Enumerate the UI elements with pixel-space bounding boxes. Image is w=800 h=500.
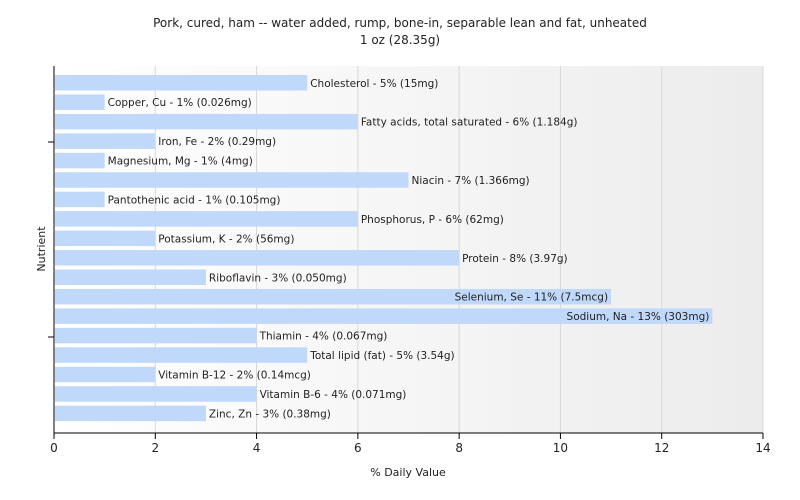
bar	[55, 94, 105, 110]
bar	[55, 288, 612, 305]
chart-title: Pork, cured, ham -- water added, rump, b…	[153, 16, 647, 30]
bar-label: Sodium, Na - 13% (303mg)	[567, 311, 710, 323]
bar-label: Potassium, K - 2% (56mg)	[158, 233, 294, 245]
bar-label: Vitamin B-6 - 4% (0.071mg)	[260, 389, 407, 401]
x-tick-label: 0	[50, 441, 58, 455]
bar-label: Total lipid (fat) - 5% (3.54g)	[309, 350, 454, 362]
x-tick-label: 14	[755, 441, 770, 455]
bar	[55, 366, 156, 383]
bar	[55, 75, 308, 91]
bar-label: Cholesterol - 5% (15mg)	[310, 78, 438, 90]
bar	[55, 113, 358, 130]
x-axis-label: % Daily Value	[370, 466, 446, 479]
bar-label: Fatty acids, total saturated - 6% (1.184…	[361, 117, 578, 129]
bar-labels: Cholesterol - 5% (15mg) Copper, Cu - 1% (…	[108, 78, 710, 421]
x-ticks: 0 2 4 6 8 10 12 14	[50, 433, 771, 455]
bar-label: Iron, Fe - 2% (0.29mg)	[158, 136, 276, 148]
bar-label: Magnesium, Mg - 1% (4mg)	[108, 156, 253, 168]
chart-subtitle: 1 oz (28.35g)	[360, 33, 440, 47]
bar	[55, 172, 409, 188]
x-tick-label: 8	[455, 441, 463, 455]
bar	[55, 211, 358, 227]
x-tick-label: 4	[253, 441, 261, 455]
x-tick-label: 2	[151, 441, 159, 455]
x-tick-label: 12	[654, 441, 669, 455]
bar-label: Pantothenic acid - 1% (0.105mg)	[108, 194, 281, 206]
bars	[55, 75, 713, 422]
bar	[55, 347, 308, 363]
bar	[55, 269, 206, 285]
bar	[55, 386, 257, 402]
bar-label: Riboflavin - 3% (0.050mg)	[209, 272, 347, 284]
bar	[55, 405, 206, 422]
bar-label: Copper, Cu - 1% (0.026mg)	[108, 97, 252, 109]
bar	[55, 308, 713, 324]
x-tick-label: 6	[354, 441, 362, 455]
bar-label: Protein - 8% (3.97g)	[462, 253, 568, 265]
bar-label: Thiamin - 4% (0.067mg)	[259, 331, 388, 343]
bar	[55, 230, 156, 247]
bar-label: Vitamin B-12 - 2% (0.14mcg)	[158, 370, 311, 382]
x-tick-label: 10	[553, 441, 568, 455]
axes	[48, 66, 763, 434]
bar-label: Zinc, Zn - 3% (0.38mg)	[209, 408, 331, 420]
bar-label: Niacin - 7% (1.366mg)	[412, 175, 530, 187]
bar	[55, 250, 460, 266]
bar-label: Selenium, Se - 11% (7.5mcg)	[455, 292, 608, 304]
bar-label: Phosphorus, P - 6% (62mg)	[361, 214, 504, 226]
bar	[55, 152, 105, 169]
bar	[55, 191, 105, 208]
y-axis-label: Nutrient	[35, 226, 48, 272]
bar	[55, 327, 257, 344]
bar	[55, 133, 156, 149]
